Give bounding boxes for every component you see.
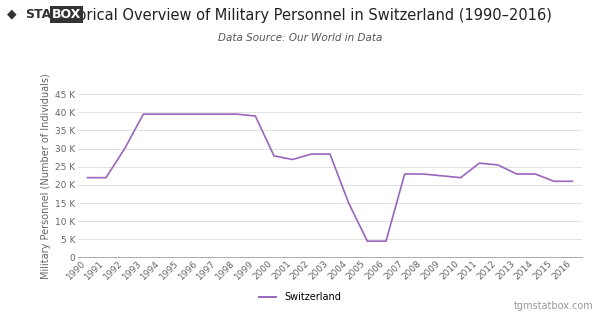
Text: ◆: ◆ [7,8,17,21]
Text: Historical Overview of Military Personnel in Switzerland (1990–2016): Historical Overview of Military Personne… [49,8,551,23]
Text: STAT: STAT [25,8,59,21]
Text: BOX: BOX [52,8,82,21]
Text: Data Source: Our World in Data: Data Source: Our World in Data [218,33,382,43]
Legend: Switzerland: Switzerland [255,288,345,306]
Text: tgmstatbox.com: tgmstatbox.com [514,301,594,311]
Y-axis label: Military Personnel (Number of Individuals): Military Personnel (Number of Individual… [41,73,51,279]
